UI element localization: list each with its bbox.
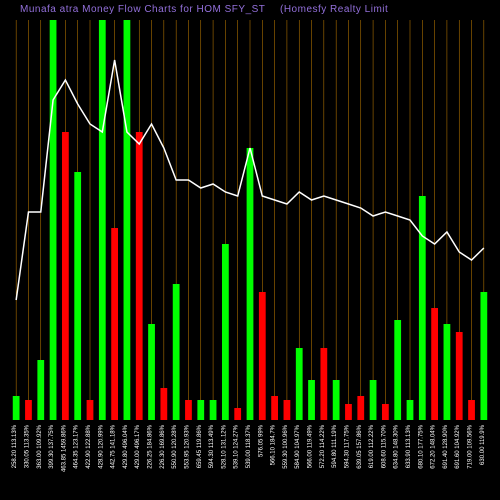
x-axis-label: 429.00 496.17%: [135, 424, 141, 468]
x-axis-label: 594.80 111.19%: [332, 424, 338, 467]
bar: [259, 292, 266, 420]
bar: [333, 380, 340, 420]
bar: [124, 20, 131, 420]
x-axis-label: 594.30 117.75%: [344, 424, 350, 468]
x-axis-label: 659.45 119.86%: [197, 424, 203, 468]
bar: [431, 308, 438, 420]
x-axis-label: 633.90 113.13%: [406, 424, 412, 468]
x-axis-label: 630.00 119.9%: [480, 424, 486, 465]
x-axis-label: 572.20 114.22%: [320, 424, 326, 468]
bar: [136, 132, 143, 420]
x-axis-label: 594.30 113.49%: [209, 424, 215, 468]
bar: [284, 400, 291, 420]
bar: [37, 360, 44, 420]
bar: [87, 400, 94, 420]
x-axis-label: 550.90 120.28%: [172, 424, 178, 468]
bar: [25, 400, 32, 420]
bar: [13, 396, 20, 420]
bar: [480, 292, 487, 420]
bar: [185, 400, 192, 420]
bar: [308, 380, 315, 420]
bar: [444, 324, 451, 420]
bar: [271, 396, 278, 420]
bar: [50, 20, 57, 420]
x-axis-label: 566.10 184.7%: [271, 424, 277, 465]
bar: [99, 20, 106, 420]
bar: [456, 332, 463, 420]
bar: [247, 148, 254, 420]
x-axis-label: 539.00 118.37%: [246, 424, 252, 468]
bar: [197, 400, 204, 420]
bar: [357, 396, 364, 420]
bar: [210, 400, 217, 420]
bar: [296, 348, 303, 420]
x-axis-label: 428.90 120.99%: [98, 424, 104, 468]
bar: [222, 244, 229, 420]
x-axis-label: 528.10 131.12%: [221, 424, 227, 468]
bar: [62, 132, 69, 420]
money-flow-chart: Munafa atra Money Flow Charts for HOM SF…: [0, 0, 500, 500]
x-axis-label: 330.05 113.35%: [24, 424, 30, 468]
x-axis-label: 566.00 119.49%: [308, 424, 314, 468]
x-axis-label: 634.80 148.30%: [394, 424, 400, 468]
bar: [74, 172, 81, 420]
bar: [320, 348, 327, 420]
title-text-left: Munafa atra Money Flow Charts for HOM SF…: [20, 4, 265, 15]
x-axis-label: 429.80 496.04%: [123, 424, 129, 468]
x-axis-label: 691.60 104.92%: [455, 424, 461, 468]
x-axis-label: 619.00 112.22%: [369, 424, 375, 468]
x-axis-label: 719.00 109.56%: [468, 424, 474, 468]
x-axis-label: 226.25 184.86%: [148, 424, 154, 468]
x-axis-label: 463.85 1459.86%: [61, 424, 67, 472]
x-axis-label: 442.75 141.18%: [111, 424, 117, 468]
x-axis-label: 639.05 157.86%: [357, 424, 363, 468]
bar: [419, 196, 426, 420]
x-axis-label: 363.00 109.92%: [37, 424, 43, 468]
x-axis-label: 680.10 177.75%: [418, 424, 424, 468]
bar: [234, 408, 241, 420]
x-axis-label: 422.90 122.88%: [86, 424, 92, 468]
x-axis-label: 672.20 148.04%: [431, 424, 437, 468]
x-axis-label: 576.05 99%: [258, 424, 264, 457]
x-axis-label: 539.10 124.27%: [234, 424, 240, 468]
x-axis-label: 258.20 113.13%: [12, 424, 18, 468]
bar: [173, 284, 180, 420]
x-axis-label: 608.60 115.70%: [381, 424, 387, 468]
chart-svg: 258.20 113.13% 330.05 113.35% 363.00 109.9…: [0, 0, 500, 500]
bar: [160, 388, 167, 420]
bar: [370, 380, 377, 420]
x-axis-label: 584.90 104.97%: [295, 424, 301, 468]
bar: [111, 228, 118, 420]
bar: [407, 400, 414, 420]
bar: [382, 404, 389, 420]
x-axis-label: 691.40 128.90%: [443, 424, 449, 468]
x-axis-label: 559.30 100.96%: [283, 424, 289, 468]
bar: [345, 404, 352, 420]
x-axis-label: 464.35 123.17%: [74, 424, 80, 468]
bar: [394, 320, 401, 420]
x-axis-label: 553.95 120.93%: [184, 424, 190, 468]
bar: [148, 324, 155, 420]
x-axis-label: 399.30 137.75%: [49, 424, 55, 468]
x-axis-label: 226.30 169.86%: [160, 424, 166, 468]
bar: [468, 400, 475, 420]
title-text-right: (Homesfy Realty Limit: [280, 4, 388, 15]
